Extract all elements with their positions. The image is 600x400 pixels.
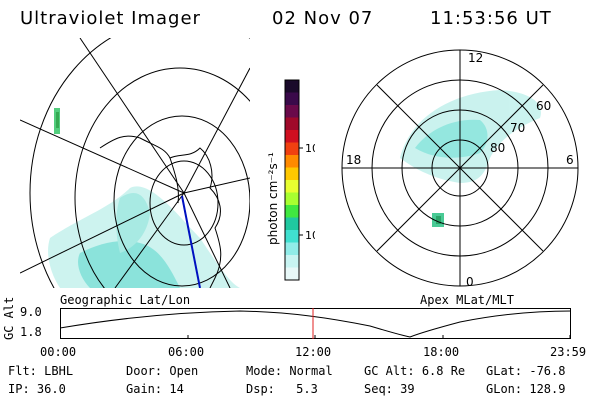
dsp-value: 5.3 [296,382,318,396]
mlt-label-12: 12 [468,51,483,65]
altitude-ytick-low: 1.8 [20,325,42,339]
info-door: Door: Open [126,364,199,378]
current-meridian [181,195,201,288]
mlt-label-18: 18 [346,153,361,167]
colorbar-cell [285,105,299,118]
mode-value: Normal [289,364,333,378]
xtick-1800: 18:00 [423,345,460,359]
colorbar-cell [285,217,299,231]
xtick-0000: 00:00 [40,345,77,359]
ip-value: 36.0 [36,382,66,396]
lat-label-70: 70 [510,121,525,135]
glon-value: 128.9 [529,382,566,396]
xtick-0600: 06:00 [168,345,205,359]
colorbar-cell [285,192,299,206]
geographic-map [20,38,250,288]
colorbar-cell [285,242,299,256]
altitude-ylabel: GC Alt [2,296,16,340]
mlt-label-0: 0 [466,275,474,288]
lat-label-60: 60 [536,99,551,113]
colorbar-tick-10: 10 [305,229,315,242]
info-ip: IP: 36.0 [8,382,66,396]
date-label: 02 Nov 07 [272,8,374,29]
gcalt-value: 6.8 Re [421,364,466,378]
colorbar-cell [285,92,299,106]
colorbar-cell [285,155,299,168]
info-flt: Flt: LBHL [8,364,74,378]
flt-value: LBHL [44,364,74,378]
info-mode: Mode: Normal [246,364,333,378]
altitude-curve [60,310,572,338]
colorbar-tick-100: 100 [305,142,315,155]
info-gcalt: GC Alt: 6.8 Re [364,364,466,378]
colorbar-cell [285,180,299,193]
mlt-label-6: 6 [566,153,574,167]
coastline [99,135,222,288]
door-value: Open [169,364,199,378]
colorbar-cell [285,230,299,243]
altitude-plot [60,308,572,339]
time-label: 11:53:56 UT [430,8,552,29]
altitude-ytick-high: 9.0 [20,305,42,319]
colorbar-unit: photon cm⁻²s⁻¹ [266,152,280,245]
xtick-2359: 23:59 [550,345,587,359]
colorbar-cell [285,255,299,268]
colorbar-cell [285,117,299,131]
info-glon: GLon: 128.9 [486,382,566,396]
apex-grid [341,49,579,287]
gain-value: 14 [169,382,184,396]
apex-polar-plot: 12 0 18 6 60 70 80 [341,49,579,288]
colorbar-cell [285,167,299,181]
colorbar: 100 10 photon cm⁻²s⁻¹ [266,79,315,281]
instrument-title: Ultraviolet Imager [20,8,201,29]
colorbar-cell [285,142,299,156]
colorbar-cell [285,130,299,143]
info-seq: Seq: 39 [364,382,415,396]
info-gain: Gain: 14 [126,382,184,396]
colorbar-cell [285,80,299,93]
seq-value: 39 [400,382,415,396]
geo-label: Geographic Lat/Lon [60,293,191,307]
colorbar-cell [285,267,299,281]
info-dsp: Dsp: 5.3 [246,382,318,396]
apex-label: Apex MLat/MLT [420,293,514,307]
glat-value: -76.8 [529,364,566,378]
geo-grid [20,38,250,288]
geo-emission [48,108,240,288]
colorbar-cell [285,205,299,218]
xtick-1200: 12:00 [295,345,332,359]
info-glat: GLat: -76.8 [486,364,566,378]
apex-emission [400,90,541,227]
lat-label-80: 80 [490,141,505,155]
